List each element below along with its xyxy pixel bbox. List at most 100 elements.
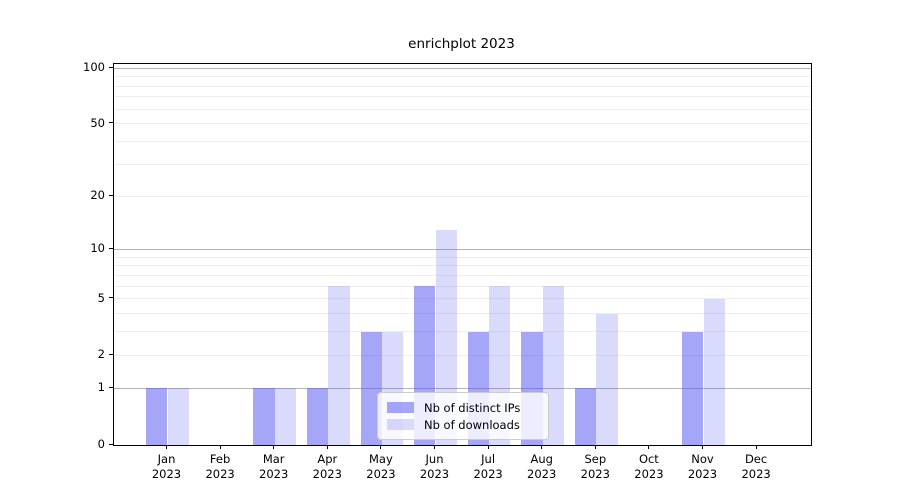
x-tick-label: Nov 2023 xyxy=(671,452,735,482)
gridline-major xyxy=(114,67,811,69)
x-tick-label-line: 2023 xyxy=(741,467,771,481)
x-tick-label-line: Feb xyxy=(209,452,231,466)
x-tick-label-line: Oct xyxy=(638,452,659,466)
x-tick-label: Jun 2023 xyxy=(403,452,467,482)
x-tick xyxy=(541,445,543,449)
gridline xyxy=(114,298,811,300)
x-tick-label-line: 2023 xyxy=(259,467,289,481)
chart-title: enrichplot 2023 xyxy=(408,36,515,52)
bar-downloads-jun xyxy=(435,229,457,445)
gridline xyxy=(114,331,811,333)
y-tick xyxy=(109,66,113,68)
x-tick-label-line: May xyxy=(369,452,393,466)
x-tick-label-line: Apr xyxy=(317,452,338,466)
legend-label-downloads: Nb of downloads xyxy=(424,417,520,432)
gridline-major xyxy=(114,387,811,389)
x-tick xyxy=(487,445,489,449)
y-tick xyxy=(109,247,113,249)
bar-downloads-nov xyxy=(703,298,725,445)
x-tick xyxy=(326,445,328,449)
y-tick-label: 0 xyxy=(97,437,105,451)
x-tick-label: Apr 2023 xyxy=(295,452,359,482)
gridline xyxy=(114,96,811,98)
x-tick-label: Jul 2023 xyxy=(456,452,520,482)
legend-swatch-distinct-ips-icon xyxy=(387,402,414,413)
x-tick xyxy=(434,445,435,449)
x-tick xyxy=(594,445,596,449)
y-tick-label: 20 xyxy=(90,188,105,203)
x-tick xyxy=(755,445,757,449)
gridline xyxy=(114,265,811,267)
bar-downloads-mar xyxy=(274,388,297,445)
x-tick-label-line: 2023 xyxy=(634,467,664,481)
legend: Nb of distinct IPs Nb of downloads xyxy=(377,392,549,440)
gridline xyxy=(114,354,811,356)
bar-downloads-apr xyxy=(328,286,350,445)
plot-area xyxy=(113,63,812,446)
x-tick-label-line: 2023 xyxy=(527,467,557,481)
x-tick xyxy=(702,445,703,449)
y-tick xyxy=(109,443,113,445)
legend-label-distinct-ips: Nb of distinct IPs xyxy=(424,400,521,415)
y-tick-label: 5 xyxy=(97,290,105,305)
x-tick xyxy=(648,445,650,449)
y-tick xyxy=(109,353,113,355)
x-tick-label: Aug 2023 xyxy=(510,452,574,482)
bar-downloads-jan xyxy=(167,388,189,445)
x-tick-label-line: 2023 xyxy=(687,467,718,481)
gridline xyxy=(114,256,811,258)
gridline xyxy=(114,76,811,78)
gridline xyxy=(114,123,811,125)
bar-distinct-ips-may xyxy=(360,331,382,445)
x-tick-label-line: Aug xyxy=(530,452,553,466)
y-tick-label: 10 xyxy=(90,241,105,256)
x-tick-label-line: Mar xyxy=(262,452,285,466)
x-tick-label-line: Dec xyxy=(744,452,768,466)
x-tick-label: Mar 2023 xyxy=(242,452,306,482)
gridline xyxy=(114,274,811,276)
x-tick-label-line: 2023 xyxy=(366,467,396,481)
y-tick xyxy=(109,122,113,124)
x-tick-label-line: 2023 xyxy=(151,467,182,481)
y-tick xyxy=(109,386,113,388)
legend-item-downloads: Nb of downloads xyxy=(387,416,538,433)
bar-distinct-ips-nov xyxy=(682,331,704,445)
y-tick-label: 2 xyxy=(97,347,105,362)
gridline xyxy=(114,164,811,166)
x-tick-label-line: 2023 xyxy=(580,467,610,481)
x-tick xyxy=(166,445,167,449)
bar-distinct-ips-jan xyxy=(146,388,168,445)
x-tick-label: Sep 2023 xyxy=(563,452,627,482)
x-tick-label-line: Sep xyxy=(584,452,607,466)
gridline xyxy=(114,195,811,197)
x-tick-label: Dec 2023 xyxy=(724,452,788,482)
x-tick-label-line: Jul xyxy=(481,452,496,466)
bar-distinct-ips-sep xyxy=(574,388,597,445)
y-tick-label: 1 xyxy=(97,380,105,395)
y-tick-label: 50 xyxy=(90,115,105,130)
bar-distinct-ips-apr xyxy=(306,388,329,445)
x-tick-label-line: 2023 xyxy=(312,467,342,481)
x-tick-label-line: 2023 xyxy=(419,467,450,481)
x-tick-label-line: Nov xyxy=(691,452,714,466)
y-tick xyxy=(109,194,113,196)
x-tick-label-line: Jun xyxy=(425,452,444,466)
x-tick xyxy=(273,445,275,449)
x-tick xyxy=(380,445,382,449)
x-tick-label: Oct 2023 xyxy=(617,452,681,482)
x-tick-label: Jan 2023 xyxy=(135,452,199,482)
x-tick-label: Feb 2023 xyxy=(188,452,252,482)
gridline xyxy=(114,285,811,287)
legend-swatch-downloads-icon xyxy=(387,419,414,430)
gridline xyxy=(114,313,811,315)
x-tick xyxy=(219,445,221,449)
y-tick-label: 100 xyxy=(83,60,105,75)
bar-downloads-sep xyxy=(596,313,618,445)
x-tick-label-line: 2023 xyxy=(205,467,235,481)
x-tick-label-line: Jan xyxy=(157,452,176,466)
legend-item-distinct-ips: Nb of distinct IPs xyxy=(387,399,538,416)
gridline xyxy=(114,108,811,110)
bar-distinct-ips-mar xyxy=(253,388,275,445)
gridline-major xyxy=(114,248,811,250)
